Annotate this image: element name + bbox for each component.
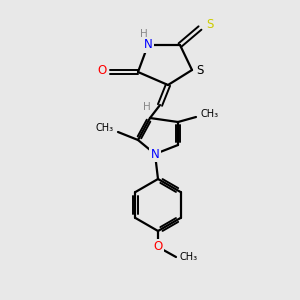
Text: H: H — [140, 29, 148, 39]
Text: CH₃: CH₃ — [96, 123, 114, 133]
Text: CH₃: CH₃ — [201, 109, 219, 119]
Text: H: H — [143, 102, 151, 112]
Text: S: S — [196, 64, 204, 76]
Text: N: N — [144, 38, 152, 52]
Text: N: N — [151, 148, 159, 160]
Text: CH₃: CH₃ — [180, 252, 198, 262]
Text: S: S — [206, 17, 214, 31]
Text: O: O — [98, 64, 106, 76]
Text: O: O — [153, 241, 163, 254]
